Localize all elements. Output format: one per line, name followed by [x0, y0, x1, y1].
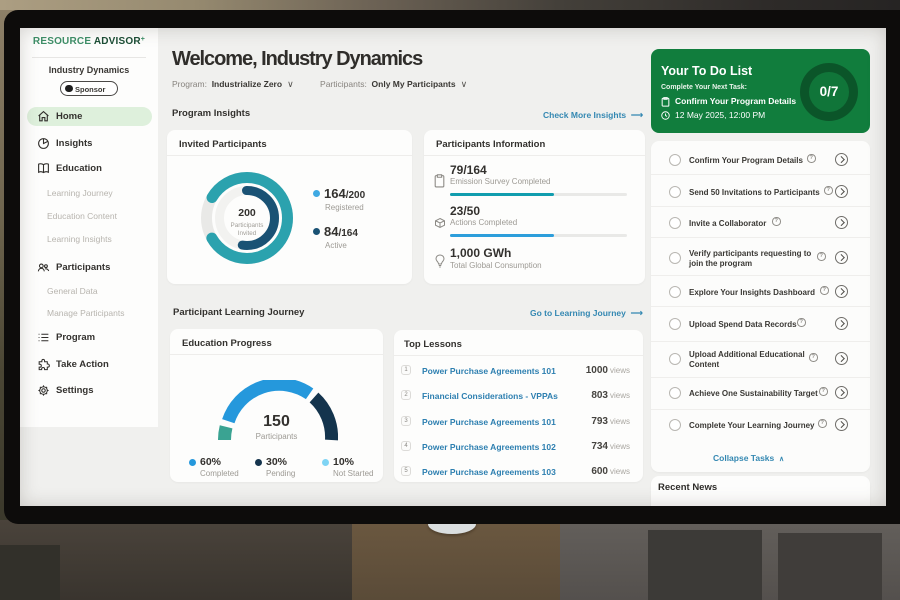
svg-text:200: 200 — [238, 207, 256, 219]
svg-text:Invited: Invited — [238, 230, 257, 237]
svg-text:Participants: Participants — [231, 222, 264, 229]
